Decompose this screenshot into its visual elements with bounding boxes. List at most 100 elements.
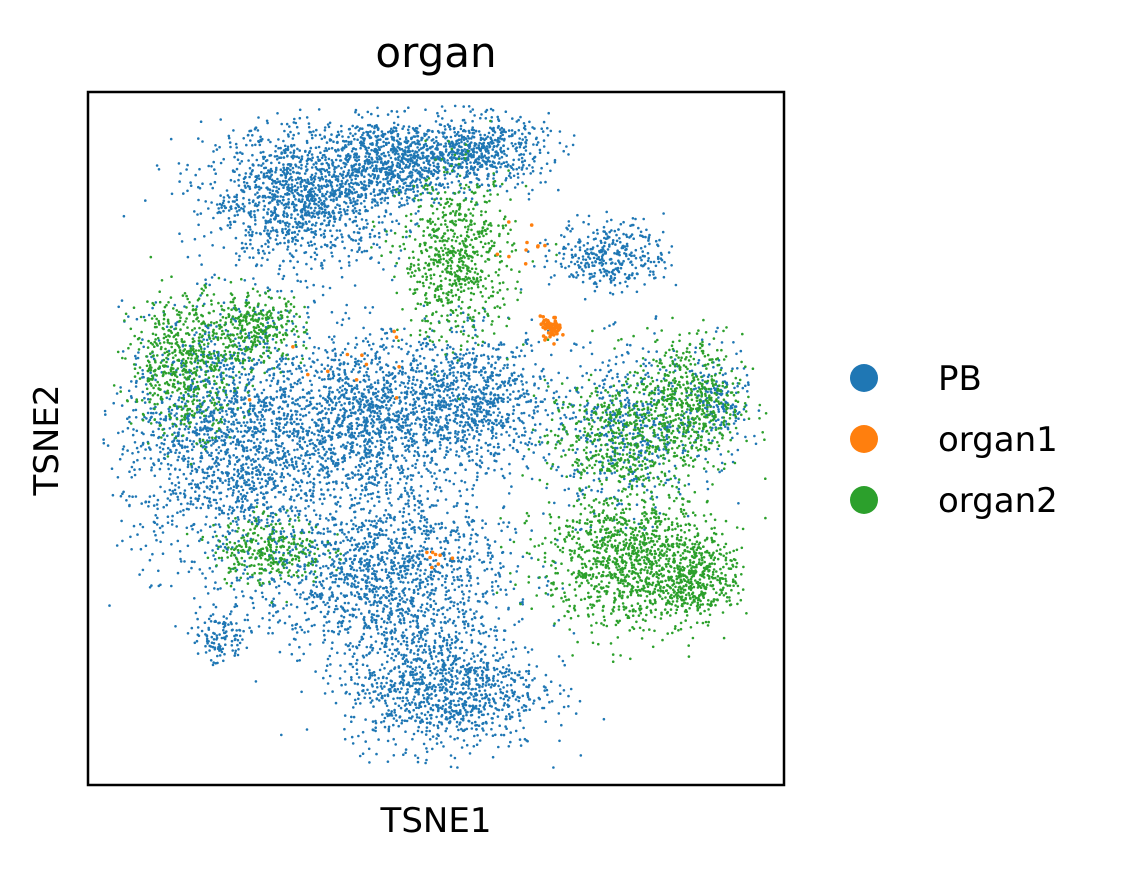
point-PB [604, 232, 608, 235]
point-PB [345, 192, 349, 196]
point-PB [453, 170, 456, 173]
point-PB [358, 227, 362, 231]
point-PB [440, 151, 444, 155]
point-PB [620, 246, 624, 250]
point-PB [357, 168, 361, 172]
point-PB [186, 465, 190, 469]
point-PB [199, 408, 202, 412]
point-PB [269, 403, 272, 406]
point-PB [575, 271, 578, 274]
point-PB [396, 180, 399, 183]
point-PB [240, 467, 243, 470]
point-PB [545, 259, 549, 263]
point-PB [389, 156, 393, 160]
point-PB [515, 149, 518, 153]
point-PB [292, 477, 296, 481]
point-PB [265, 159, 269, 162]
point-PB [325, 205, 329, 209]
point-PB [182, 192, 185, 195]
point-PB [342, 176, 345, 180]
point-PB [308, 188, 312, 192]
point-PB [313, 374, 316, 378]
point-PB [254, 219, 257, 222]
point-PB [370, 182, 373, 185]
point-PB [241, 365, 244, 369]
point-PB [198, 494, 201, 498]
point-PB [421, 151, 425, 155]
point-PB [262, 208, 266, 211]
point-PB [199, 294, 202, 297]
point-PB [631, 263, 634, 267]
point-PB [226, 448, 230, 451]
point-PB [257, 457, 260, 461]
point-PB [284, 423, 288, 426]
point-PB [372, 176, 376, 180]
point-PB [386, 180, 390, 183]
point-PB [364, 168, 368, 172]
point-PB [434, 169, 437, 173]
point-PB [525, 138, 528, 142]
point-PB [312, 180, 316, 183]
point-PB [126, 449, 129, 452]
point-PB [251, 430, 254, 433]
point-PB [277, 406, 280, 410]
point-PB [649, 270, 652, 273]
point-PB [436, 129, 440, 133]
point-PB [320, 404, 324, 408]
point-PB [286, 248, 289, 251]
point-PB [402, 169, 405, 173]
point-PB [201, 140, 204, 143]
point-PB [214, 144, 217, 147]
point-PB [150, 415, 153, 419]
point-PB [152, 433, 155, 437]
point-PB [246, 378, 250, 381]
point-PB [578, 248, 582, 252]
point-PB [356, 199, 359, 202]
point-PB [282, 195, 285, 199]
point-PB [399, 142, 402, 146]
point-PB [379, 180, 382, 184]
point-PB [457, 142, 461, 145]
point-PB [177, 162, 181, 165]
point-PB [103, 409, 107, 413]
point-PB [262, 492, 265, 496]
point-PB [187, 570, 191, 574]
point-PB [449, 156, 452, 160]
point-PB [168, 477, 171, 481]
point-PB [338, 216, 342, 220]
point-PB [378, 156, 382, 159]
point-PB [293, 230, 297, 234]
point-PB [179, 172, 182, 175]
point-PB [385, 142, 388, 146]
point-PB [376, 201, 379, 204]
point-PB [546, 242, 549, 246]
point-PB [326, 123, 330, 126]
point-PB [211, 570, 214, 573]
point-PB [122, 490, 125, 494]
point-PB [236, 516, 240, 519]
point-PB [173, 488, 177, 492]
point-PB [201, 503, 205, 506]
point-PB [405, 163, 408, 167]
point-PB [234, 447, 238, 450]
point-PB [344, 187, 348, 191]
point-PB [436, 155, 440, 159]
point-PB [318, 481, 322, 484]
point-PB [469, 161, 472, 164]
point-PB [538, 241, 542, 245]
point-PB [201, 572, 204, 575]
point-PB [117, 431, 120, 435]
point-PB [432, 152, 436, 155]
point-PB [194, 490, 197, 494]
point-PB [608, 277, 612, 281]
point-PB [427, 154, 430, 158]
point-PB [418, 171, 422, 174]
point-PB [279, 195, 283, 198]
point-PB [355, 209, 358, 213]
point-PB [516, 182, 520, 186]
point-PB [201, 182, 204, 185]
point-PB [232, 420, 235, 424]
point-PB [169, 472, 172, 476]
point-PB [198, 429, 202, 432]
point-PB [254, 223, 257, 226]
